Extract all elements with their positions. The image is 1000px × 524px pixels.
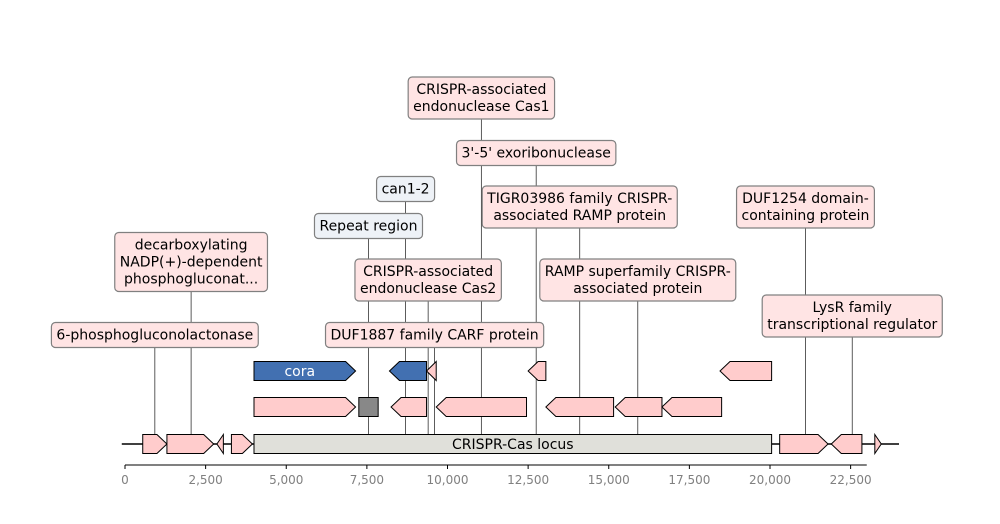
annotation-text: endonuclease Cas2 <box>360 281 496 297</box>
annotation-text: LysR family <box>812 300 891 316</box>
x-tick-label: 7,500 <box>350 473 384 487</box>
annotation-box <box>539 258 737 302</box>
annotation-text: transcriptional regulator <box>767 317 937 333</box>
x-tick-label: 17,500 <box>668 473 710 487</box>
gene-15 <box>425 360 437 382</box>
x-tick-label: 10,000 <box>427 473 469 487</box>
annotation-box <box>313 212 424 240</box>
annotation-label: 6-phosphogluconolactonase <box>50 321 259 349</box>
annotation-box <box>324 321 545 349</box>
annotation-text: NADP(+)-dependent <box>120 255 263 271</box>
x-tick-label: 12,500 <box>507 473 549 487</box>
annotation-text: Repeat region <box>319 219 417 235</box>
annotation-text: can1-2 <box>382 182 430 198</box>
annotation-text: phosphogluconat... <box>124 272 258 288</box>
annotation-text: TIGR03986 family CRISPR- <box>486 191 672 207</box>
gene-9 <box>390 397 428 417</box>
gene-16 <box>527 361 547 381</box>
annotation-text: CRISPR-associated <box>416 82 546 98</box>
annotation-label: can1-2 <box>375 175 436 203</box>
annotation-box <box>481 185 678 229</box>
annotation-labels: 6-phosphogluconolactonase decarboxylating… <box>50 76 943 349</box>
annotation-text: 3'-5' exoribonuclease <box>462 146 611 162</box>
annotation-text: containing protein <box>742 208 870 224</box>
crispr-cas-locus-label: CRISPR-Cas locus <box>452 437 574 453</box>
x-tick-label: 2,500 <box>188 473 222 487</box>
annotation-box <box>354 258 502 302</box>
annotation-text: associated RAMP protein <box>493 208 666 224</box>
annotation-label: DUF1887 family CARF protein <box>324 321 545 349</box>
annotation-label: RAMP superfamily CRISPR-associated prote… <box>539 258 737 302</box>
annotation-text: CRISPR-associated <box>363 264 493 280</box>
annotation-box <box>735 185 875 229</box>
gene-13 <box>661 397 723 417</box>
gene-features: CRISPR-Cas locus cora <box>121 360 899 456</box>
gene-17 <box>719 361 773 381</box>
cora-label: cora <box>284 364 315 380</box>
crispr-cas-locus <box>253 434 773 454</box>
x-tick-label: 15,000 <box>588 473 630 487</box>
annotation-text: DUF1887 family CARF protein <box>331 328 539 344</box>
annotation-text: 6-phosphogluconolactonase <box>56 328 253 344</box>
annotation-box <box>407 76 556 120</box>
gene-10 <box>435 397 528 417</box>
x-axis: 0 2,500 5,000 7,500 10,000 12,500 15,000 17,500… <box>121 464 872 487</box>
gene-4 <box>230 434 254 454</box>
x-tick-label: 22,500 <box>830 473 872 487</box>
annotation-box <box>114 231 269 293</box>
annotation-label: decarboxylatingNADP(+)-dependentphosphog… <box>114 231 269 293</box>
cora <box>253 361 357 381</box>
annotation-text: endonuclease Cas1 <box>413 99 549 115</box>
gene-12 <box>614 397 663 417</box>
annotation-label: TIGR03986 family CRISPR-associated RAMP … <box>481 185 678 229</box>
annotation-box <box>50 321 259 349</box>
gene-2 <box>166 434 215 454</box>
annotation-text: DUF1254 domain- <box>742 191 869 207</box>
gene-8 <box>253 397 357 417</box>
gene-11 <box>545 397 615 417</box>
gene-6 <box>830 434 863 454</box>
annotation-text: RAMP superfamily CRISPR- <box>545 264 731 280</box>
gene-14 <box>388 361 428 381</box>
annotation-box <box>455 139 617 167</box>
annotation-box <box>375 175 436 203</box>
annotation-text: associated protein <box>573 281 702 297</box>
x-tick-label: 5,000 <box>269 473 303 487</box>
gene-1 <box>142 434 168 454</box>
x-tick-label: 0 <box>121 473 129 487</box>
x-tick-label: 20,000 <box>749 473 791 487</box>
annotation-label: 3'-5' exoribonuclease <box>455 139 617 167</box>
gene-5 <box>779 434 829 454</box>
gene-3 <box>216 432 224 456</box>
annotation-text: decarboxylating <box>135 238 248 254</box>
gene-7 <box>874 432 882 456</box>
repeat-region <box>358 397 379 417</box>
annotation-box <box>761 294 943 338</box>
annotation-label: Repeat region <box>313 212 424 240</box>
annotation-label: DUF1254 domain-containing protein <box>735 185 875 229</box>
